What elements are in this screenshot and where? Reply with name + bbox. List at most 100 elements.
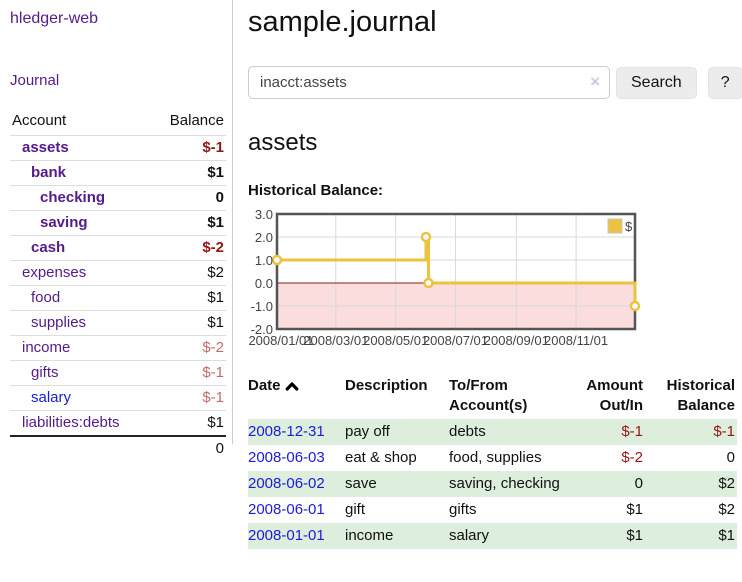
account-row: expenses $2 (10, 260, 226, 286)
transaction-amount: $-2 (621, 449, 643, 466)
account-link-saving[interactable]: saving (40, 214, 88, 231)
sidebar-item-journal[interactable]: Journal (10, 72, 60, 89)
clear-search-icon[interactable]: × (590, 72, 600, 91)
data-point-markers (271, 231, 641, 312)
page-title: sample.journal (248, 6, 437, 38)
transaction-description: income (345, 527, 394, 544)
transaction-accounts: salary (449, 527, 490, 544)
transaction-description: save (345, 475, 377, 492)
transaction-description: pay off (345, 423, 390, 440)
account-balance: $-1 (151, 360, 226, 386)
account-row: assets $-1 (10, 135, 226, 161)
svg-text:3.0: 3.0 (255, 207, 273, 222)
transaction-date-link[interactable]: 2008-06-01 (248, 501, 325, 518)
app-title-link[interactable]: hledger-web (10, 10, 99, 27)
accounts-header-balance: Balance (169, 112, 224, 129)
transaction-balance: $1 (718, 527, 735, 544)
legend-label: $ (625, 219, 633, 234)
account-link-assets[interactable]: assets (22, 139, 69, 156)
transaction-description: eat & shop (345, 449, 417, 466)
transaction-accounts: gifts (449, 501, 477, 518)
register-header-description: Description (345, 377, 428, 394)
account-row: bank $1 (10, 160, 226, 186)
transaction-amount: $1 (626, 527, 643, 544)
account-link-cash[interactable]: cash (31, 239, 66, 256)
svg-text:2008/03/01: 2008/03/01 (303, 333, 368, 348)
transaction-date-link[interactable]: 2008-06-02 (248, 475, 325, 492)
account-link-salary[interactable]: salary (31, 389, 72, 406)
account-balance: $1 (151, 210, 226, 236)
account-row: saving $1 (10, 210, 226, 236)
transaction-accounts: debts (449, 423, 486, 440)
register-row: 2008-06-03 eat & shop food, supplies $-2… (248, 445, 737, 471)
transaction-amount: $-1 (621, 423, 643, 440)
date-header-label: Date (248, 377, 281, 394)
register-row: 2008-06-02 save saving, checking 0 $2 (248, 471, 737, 497)
svg-text:2008/01/01: 2008/01/01 (248, 333, 313, 348)
accounts-total-value: 0 (151, 435, 226, 461)
svg-text:2008/05/01: 2008/05/01 (363, 333, 428, 348)
account-balance: $1 (151, 285, 226, 311)
transaction-date-link[interactable]: 2008-06-03 (248, 449, 325, 466)
svg-text:1.0: 1.0 (255, 253, 273, 268)
transaction-date-link[interactable]: 2008-01-01 (248, 527, 325, 544)
transaction-amount: $1 (626, 501, 643, 518)
transaction-amount: 0 (634, 475, 643, 492)
account-link-supplies[interactable]: supplies (31, 314, 87, 331)
account-link-food[interactable]: food (31, 289, 61, 306)
account-link-gifts[interactable]: gifts (31, 364, 59, 381)
account-row: food $1 (10, 285, 226, 311)
transaction-balance: 0 (726, 449, 735, 466)
svg-text:2008/11/01: 2008/11/01 (544, 333, 608, 348)
account-balance: $2 (151, 260, 226, 286)
chart-legend: $ (607, 218, 633, 234)
account-link-income[interactable]: income (22, 339, 71, 356)
chart-canvas: $ 3.0 2.0 1.0 0.0 -1.0 -2.0 2008/01/01 2… (248, 207, 641, 348)
transaction-accounts: food, supplies (449, 449, 542, 466)
account-row: checking 0 (10, 185, 226, 211)
transaction-date-link[interactable]: 2008-12-31 (248, 423, 325, 440)
register-row: 2008-06-01 gift gifts $1 $2 (248, 497, 737, 523)
register-header-amount: Amount Out/In (586, 377, 643, 414)
accounts-table: Account Balance assets $-1 bank $1 check… (10, 108, 226, 461)
account-balance: $1 (151, 160, 226, 186)
account-heading: assets (248, 129, 318, 156)
account-link-checking[interactable]: checking (40, 189, 106, 206)
account-balance: $-2 (151, 335, 226, 361)
register-header-balance: Historical Balance (666, 377, 735, 414)
account-balance: 0 (151, 185, 226, 211)
y-axis-labels: 3.0 2.0 1.0 0.0 -1.0 -2.0 (251, 207, 273, 337)
svg-text:2008/07/01: 2008/07/01 (423, 333, 488, 348)
account-link-bank[interactable]: bank (31, 164, 67, 181)
transaction-balance: $2 (718, 475, 735, 492)
account-row: liabilities:debts $1 (10, 410, 226, 436)
help-button[interactable]: ? (707, 66, 742, 99)
account-row: gifts $-1 (10, 360, 226, 386)
svg-text:2.0: 2.0 (255, 230, 273, 245)
legend-swatch (607, 218, 623, 234)
account-balance: $-1 (151, 135, 226, 161)
svg-text:0.0: 0.0 (255, 276, 273, 291)
account-row: supplies $1 (10, 310, 226, 336)
account-row: income $-2 (10, 335, 226, 361)
register-header-date: Date (248, 374, 345, 419)
transaction-description: gift (345, 501, 366, 518)
search-button[interactable]: Search (616, 66, 697, 99)
register-header-accounts: To/From Account(s) (449, 377, 528, 414)
register-table-header: Date Description To/From Account(s) Amou… (248, 374, 737, 419)
sort-ascending-icon (285, 378, 299, 395)
register-row: 2008-12-31 pay off debts $-1 $-1 (248, 419, 737, 445)
search-form: × Search ? (248, 66, 742, 99)
chart-title: Historical Balance: (248, 182, 384, 199)
historical-balance-chart: $ 3.0 2.0 1.0 0.0 -1.0 -2.0 2008/01/01 2… (248, 206, 648, 352)
main-content: sample.journal × Search ? assets Histori… (233, 0, 742, 549)
account-link-expenses[interactable]: expenses (22, 264, 87, 281)
accounts-total-row: 0 (10, 435, 226, 461)
account-balance: $-1 (151, 385, 226, 411)
register-row: 2008-01-01 income salary $1 $1 (248, 523, 737, 549)
sidebar: hledger-web Journal Account Balance asse… (0, 0, 233, 461)
search-input[interactable] (248, 66, 610, 99)
x-axis-labels: 2008/01/01 2008/03/01 2008/05/01 2008/07… (248, 333, 608, 348)
account-link-liabilities-debts[interactable]: liabilities:debts (22, 414, 120, 431)
transaction-balance: $2 (718, 501, 735, 518)
